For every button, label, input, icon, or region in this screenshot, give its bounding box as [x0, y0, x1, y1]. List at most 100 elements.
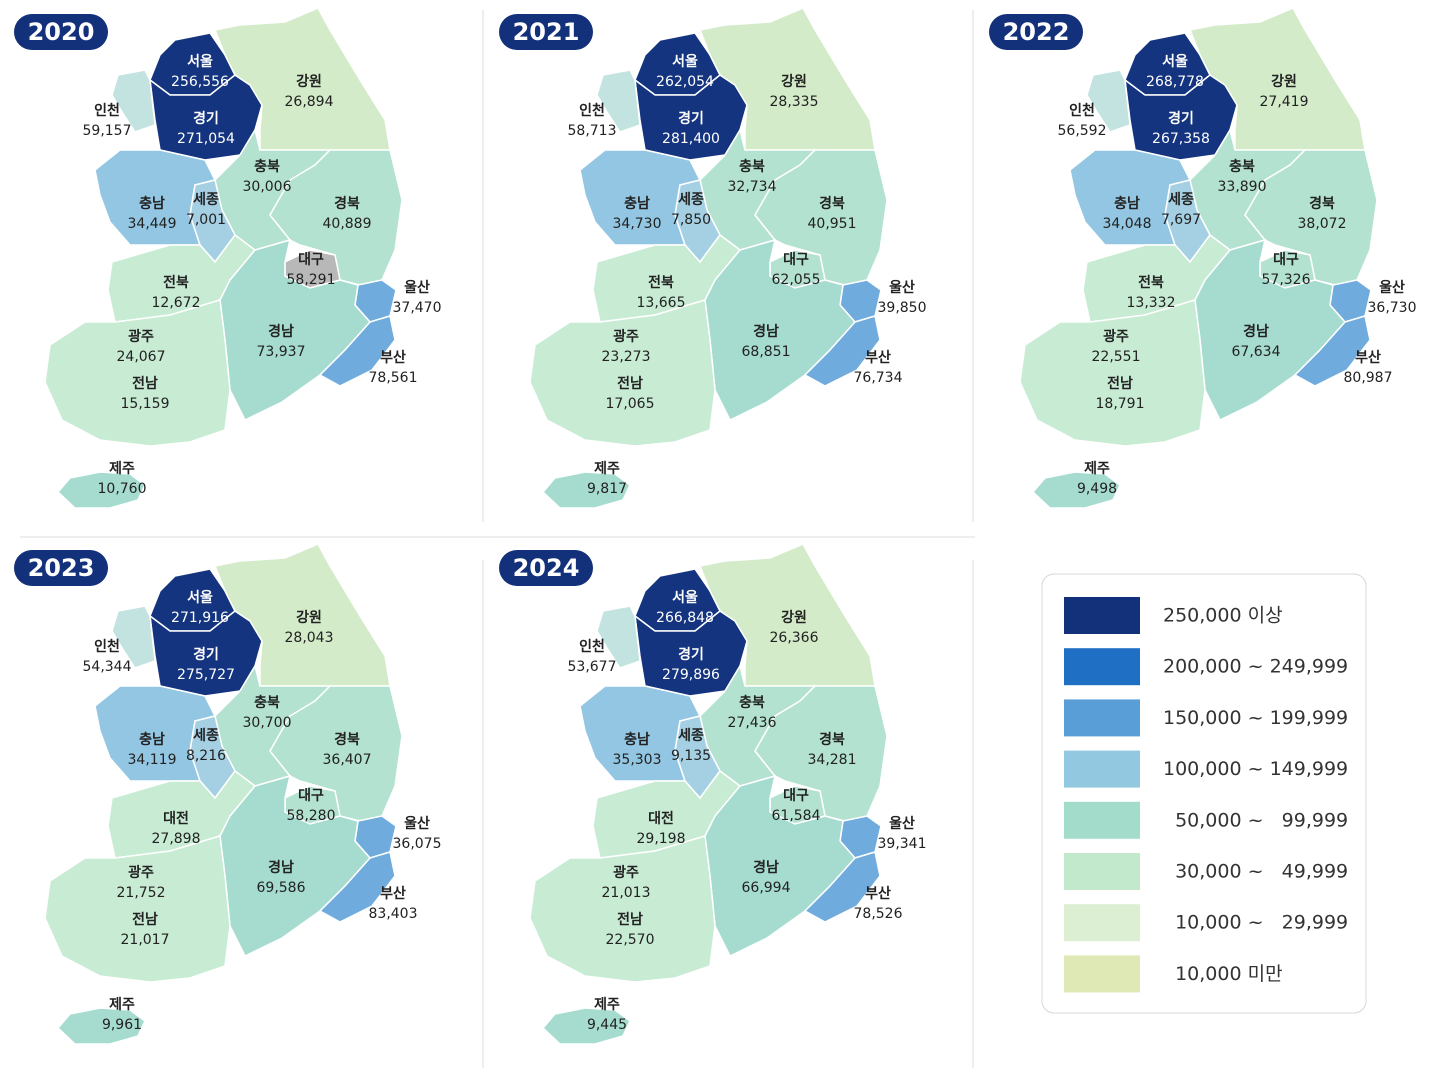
region-name: 경남: [753, 859, 779, 876]
map-panel: 서울 271,916 경기 275,727 강원 28,043 인천 54,344 충북 30,7…: [14, 543, 442, 1045]
region-name: 대구: [298, 252, 324, 268]
region-name: 전북: [648, 274, 674, 291]
region: [541, 471, 631, 509]
region-value: 78,561: [369, 370, 418, 386]
region-name: 충북: [1229, 159, 1255, 175]
region-name: 울산: [1379, 279, 1405, 296]
region: [1019, 299, 1206, 447]
legend-label: 10,000 ~ 29,999: [1163, 912, 1348, 934]
region: [634, 610, 748, 697]
region-name: 제주: [594, 461, 620, 477]
year-label: 2023: [28, 554, 95, 582]
region-value: 36,075: [393, 836, 442, 852]
region-value: 59,157: [83, 123, 132, 139]
region-value: 34,449: [128, 216, 177, 232]
legend-label: 30,000 ~ 49,999: [1163, 861, 1348, 883]
year-label: 2024: [513, 554, 580, 582]
region-name: 인천: [579, 638, 605, 655]
region-name: 전남: [132, 375, 158, 392]
region-value: 40,951: [808, 216, 857, 232]
region-value: 66,994: [742, 880, 791, 896]
region-value: 24,067: [117, 349, 166, 365]
region-name: 세종: [193, 192, 219, 208]
region-name: 충북: [739, 695, 765, 711]
region-value: 22,570: [606, 932, 655, 948]
region-value: 78,526: [854, 906, 903, 922]
region-name: 인천: [94, 102, 120, 119]
region-value: 13,332: [1127, 295, 1176, 311]
region-value: 33,890: [1218, 179, 1267, 195]
region-value: 83,403: [369, 906, 418, 922]
region-name: 부산: [865, 885, 891, 902]
region-value: 76,734: [854, 370, 903, 386]
region: [149, 610, 263, 697]
region-value: 10,760: [98, 481, 147, 497]
legend-swatch: [1064, 904, 1140, 942]
region: [1124, 74, 1238, 161]
region-value: 39,850: [878, 300, 927, 316]
region-name: 경북: [1309, 195, 1335, 212]
legend-swatch: [1064, 750, 1140, 788]
region-value: 58,280: [287, 808, 336, 824]
region-value: 38,072: [1298, 216, 1347, 232]
region-value: 80,987: [1344, 370, 1393, 386]
region-value: 9,445: [587, 1017, 627, 1033]
legend-swatch: [1064, 699, 1140, 737]
region-value: 35,303: [613, 752, 662, 768]
region-name: 세종: [678, 192, 704, 208]
region-name: 대구: [783, 788, 809, 804]
region-value: 256,556: [171, 74, 229, 90]
region-name: 광주: [1103, 328, 1129, 345]
region: [529, 299, 716, 447]
region: [596, 605, 641, 669]
region-name: 충남: [624, 195, 650, 212]
region-name: 세종: [1168, 192, 1194, 208]
region-name: 제주: [109, 461, 135, 477]
region-name: 세종: [193, 728, 219, 744]
region-value: 57,326: [1262, 272, 1311, 288]
region-name: 경기: [1168, 110, 1194, 127]
year-badge: [14, 550, 108, 586]
region-value: 40,889: [323, 216, 372, 232]
region-name: 부산: [380, 349, 406, 366]
region-name: 경남: [268, 323, 294, 340]
year-label: 2020: [28, 18, 95, 46]
region-value: 54,344: [83, 659, 132, 675]
region-value: 30,006: [243, 179, 292, 195]
region-value: 281,400: [662, 131, 720, 147]
region: [529, 835, 716, 983]
region-name: 울산: [889, 279, 915, 296]
region-name: 경기: [193, 646, 219, 663]
map-panel: 서울 266,848 경기 279,896 강원 26,366 인천 53,677 충북 27,4…: [499, 543, 927, 1045]
region-value: 7,850: [671, 212, 711, 228]
region-value: 34,119: [128, 752, 177, 768]
region-name: 전북: [1138, 274, 1164, 291]
region-value: 37,470: [393, 300, 442, 316]
region-name: 서울: [187, 589, 213, 606]
region-name: 경남: [1243, 323, 1269, 340]
region-value: 18,791: [1096, 396, 1145, 412]
region-value: 268,778: [1146, 74, 1204, 90]
region-name: 경북: [819, 731, 845, 748]
region-value: 22,551: [1092, 349, 1141, 365]
map-panel: 서울 256,556 경기 271,054 강원 26,894 인천 59,157 충북 30,0…: [14, 7, 442, 509]
region-value: 267,358: [1152, 131, 1210, 147]
year-badge: [14, 14, 108, 50]
region: [111, 605, 156, 669]
region-value: 39,341: [878, 836, 927, 852]
region-name: 충남: [139, 195, 165, 212]
region-name: 광주: [128, 328, 154, 345]
region-name: 충남: [624, 731, 650, 748]
region: [541, 1007, 631, 1045]
year-label: 2021: [513, 18, 580, 46]
region-value: 9,498: [1077, 481, 1117, 497]
region-name: 강원: [1271, 73, 1297, 90]
region-value: 28,335: [770, 94, 819, 110]
year-badge: [499, 14, 593, 50]
region-name: 충남: [1114, 195, 1140, 212]
region: [318, 851, 396, 923]
region-value: 12,672: [152, 295, 201, 311]
region: [44, 835, 231, 983]
legend-label: 250,000 이상: [1163, 605, 1283, 627]
region-name: 경북: [819, 195, 845, 212]
